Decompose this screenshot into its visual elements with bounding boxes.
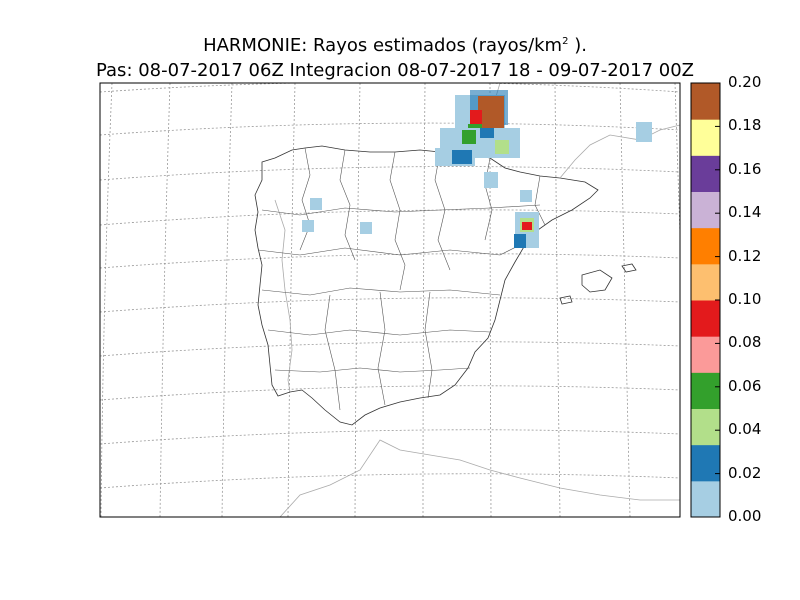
map-subtitle: Pas: 08-07-2017 06Z Integracion 08-07-20… [95, 60, 694, 81]
colorbar-tick-label: 0.12 [728, 246, 762, 265]
colorbar-segment [691, 300, 720, 337]
colorbar-segment [691, 263, 720, 301]
balearic-islands [559, 263, 637, 305]
lightning-field [302, 90, 652, 248]
colorbar-segment [691, 336, 720, 373]
colorbar-tick-label: 0.00 [728, 507, 762, 525]
colorbar-tick-label: 0.10 [728, 290, 762, 308]
colorbar-tick-label: 0.16 [728, 159, 762, 178]
colorbar-tick-label: 0.04 [728, 420, 762, 439]
colorbar [691, 82, 720, 518]
colorbar-tick-label: 0.06 [728, 376, 762, 395]
colorbar-tick-label: 0.14 [728, 203, 762, 222]
map-title: HARMONIE: Rayos estimados (rayos/km2 ). [203, 35, 587, 56]
colorbar-segment [691, 191, 720, 229]
colorbar-frame [690, 82, 721, 518]
colorbar-tick-label: 0.20 [728, 73, 762, 91]
colorbar-segment [691, 227, 720, 265]
graticule [100, 83, 680, 517]
colorbar-segment [691, 480, 720, 518]
colorbar-segment [691, 119, 720, 156]
province-borders [257, 147, 546, 411]
map-frame [99, 82, 681, 518]
coastline [254, 145, 599, 426]
colorbar-segment [691, 83, 720, 120]
colorbar-tick-label: 0.18 [728, 116, 762, 135]
colorbar-tick-label: 0.02 [728, 463, 762, 482]
colorbar-segment [691, 155, 720, 192]
colorbar-tick-label: 0.08 [728, 333, 762, 352]
colorbar-segment [691, 408, 720, 446]
colorbar-segment [691, 372, 720, 409]
colorbar-segment [691, 444, 720, 482]
